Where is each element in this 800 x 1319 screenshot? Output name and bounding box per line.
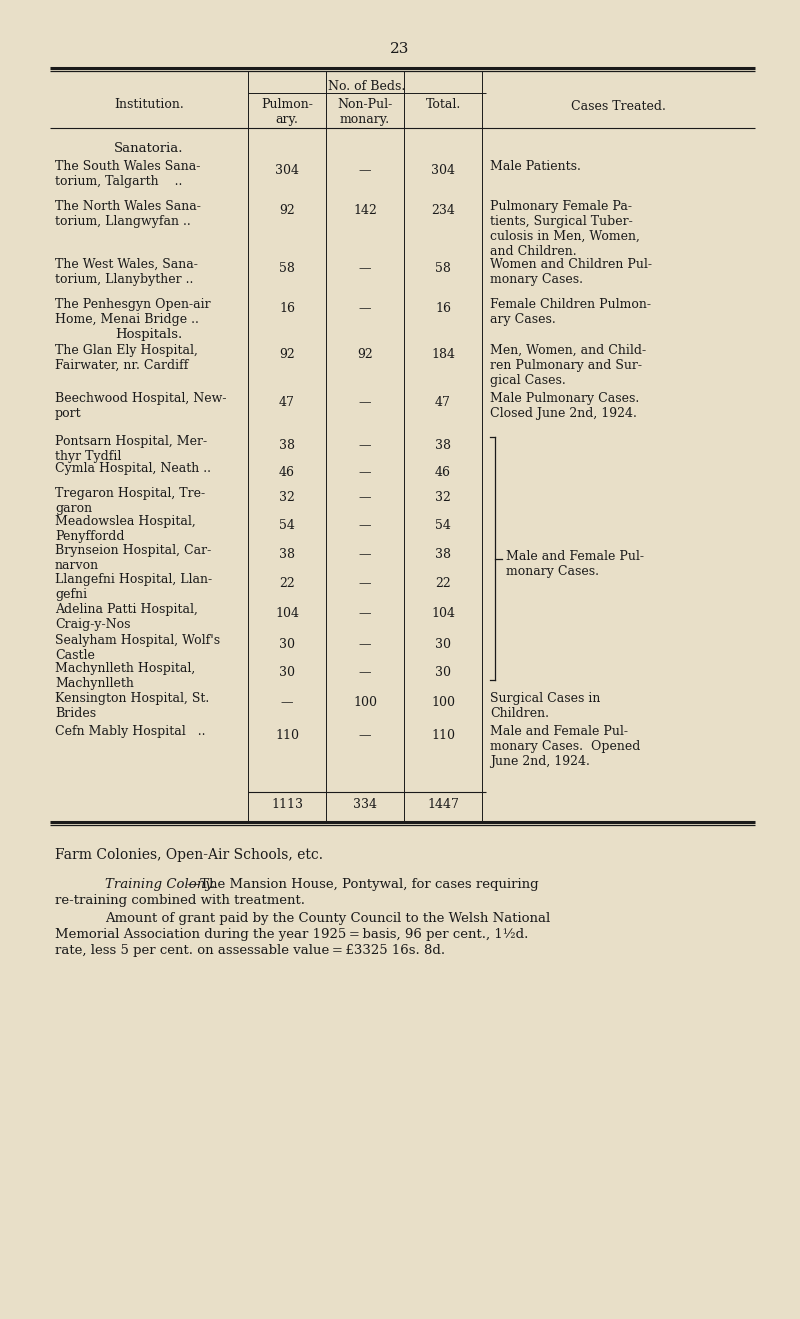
Text: 100: 100 — [431, 696, 455, 710]
Text: Female Children Pulmon-
ary Cases.: Female Children Pulmon- ary Cases. — [490, 298, 651, 326]
Text: 32: 32 — [279, 491, 295, 504]
Text: Pulmonary Female Pa-
tients, Surgical Tuber-
culosis in Men, Women,
and Children: Pulmonary Female Pa- tients, Surgical Tu… — [490, 200, 640, 259]
Text: Pulmon-
ary.: Pulmon- ary. — [261, 98, 313, 127]
Text: 22: 22 — [279, 576, 295, 590]
Text: —: — — [358, 262, 371, 274]
Text: Beechwood Hospital, New-
port: Beechwood Hospital, New- port — [55, 392, 226, 419]
Text: —: — — [358, 164, 371, 177]
Text: Meadowslea Hospital,
Penyffordd: Meadowslea Hospital, Penyffordd — [55, 514, 196, 543]
Text: 38: 38 — [435, 439, 451, 452]
Text: —: — — [358, 547, 371, 561]
Text: 23: 23 — [390, 42, 410, 55]
Text: Hospitals.: Hospitals. — [115, 328, 182, 342]
Text: 334: 334 — [353, 798, 377, 811]
Text: Total.: Total. — [426, 98, 461, 111]
Text: 46: 46 — [279, 466, 295, 479]
Text: Cymla Hospital, Neath ..: Cymla Hospital, Neath .. — [55, 462, 211, 475]
Text: rate, less 5 per cent. on assessable value = £3325 16s. 8d.: rate, less 5 per cent. on assessable val… — [55, 944, 445, 958]
Text: 92: 92 — [279, 204, 295, 218]
Text: 47: 47 — [279, 396, 295, 409]
Text: 54: 54 — [279, 518, 295, 532]
Text: Male and Female Pul-
monary Cases.: Male and Female Pul- monary Cases. — [506, 550, 644, 579]
Text: 1113: 1113 — [271, 798, 303, 811]
Text: Surgical Cases in
Children.: Surgical Cases in Children. — [490, 692, 600, 720]
Text: 184: 184 — [431, 348, 455, 361]
Text: 92: 92 — [357, 348, 373, 361]
Text: —: — — [358, 607, 371, 620]
Text: The Glan Ely Hospital,
Fairwater, nr. Cardiff: The Glan Ely Hospital, Fairwater, nr. Ca… — [55, 344, 198, 372]
Text: 32: 32 — [435, 491, 451, 504]
Text: Male Pulmonary Cases.
Closed June 2nd, 1924.: Male Pulmonary Cases. Closed June 2nd, 1… — [490, 392, 639, 419]
Text: Women and Children Pul-
monary Cases.: Women and Children Pul- monary Cases. — [490, 259, 652, 286]
Text: 110: 110 — [431, 729, 455, 743]
Text: Non-Pul-
monary.: Non-Pul- monary. — [338, 98, 393, 127]
Text: Farm Colonies, Open-Air Schools, etc.: Farm Colonies, Open-Air Schools, etc. — [55, 848, 323, 863]
Text: 38: 38 — [435, 547, 451, 561]
Text: —: — — [358, 518, 371, 532]
Text: 22: 22 — [435, 576, 451, 590]
Text: Cases Treated.: Cases Treated. — [570, 100, 666, 113]
Text: Memorial Association during the year 1925 = basis, 96 per cent., 1½d.: Memorial Association during the year 192… — [55, 929, 528, 940]
Text: —: — — [358, 302, 371, 315]
Text: 58: 58 — [279, 262, 295, 274]
Text: Llangefni Hospital, Llan-
gefni: Llangefni Hospital, Llan- gefni — [55, 572, 212, 601]
Text: 142: 142 — [353, 204, 377, 218]
Text: 38: 38 — [279, 547, 295, 561]
Text: —: — — [358, 491, 371, 504]
Text: Pontsarn Hospital, Mer-
thyr Tydfil: Pontsarn Hospital, Mer- thyr Tydfil — [55, 435, 207, 463]
Text: Sealyham Hospital, Wolf's
Castle: Sealyham Hospital, Wolf's Castle — [55, 634, 220, 662]
Text: 30: 30 — [279, 666, 295, 679]
Text: —: — — [358, 466, 371, 479]
Text: The Penhesgyn Open-air
Home, Menai Bridge ..: The Penhesgyn Open-air Home, Menai Bridg… — [55, 298, 210, 326]
Text: The South Wales Sana-
torium, Talgarth    ..: The South Wales Sana- torium, Talgarth .… — [55, 160, 200, 189]
Text: 16: 16 — [435, 302, 451, 315]
Text: Male Patients.: Male Patients. — [490, 160, 581, 173]
Text: 58: 58 — [435, 262, 451, 274]
Text: re-training combined with treatment.: re-training combined with treatment. — [55, 894, 305, 907]
Text: 234: 234 — [431, 204, 455, 218]
Text: 92: 92 — [279, 348, 295, 361]
Text: No. of Beds.: No. of Beds. — [328, 80, 406, 94]
Text: Training Colony.: Training Colony. — [105, 878, 215, 892]
Text: 1447: 1447 — [427, 798, 459, 811]
Text: 104: 104 — [275, 607, 299, 620]
Text: —: — — [358, 638, 371, 652]
Text: —The Mansion House, Pontywal, for cases requiring: —The Mansion House, Pontywal, for cases … — [187, 878, 538, 892]
Text: 54: 54 — [435, 518, 451, 532]
Text: Tregaron Hospital, Tre-
garon: Tregaron Hospital, Tre- garon — [55, 487, 205, 514]
Text: 30: 30 — [435, 638, 451, 652]
Text: 38: 38 — [279, 439, 295, 452]
Text: Adelina Patti Hospital,
Craig-y-Nos: Adelina Patti Hospital, Craig-y-Nos — [55, 603, 198, 630]
Text: —: — — [358, 576, 371, 590]
Text: Cefn Mably Hospital   ..: Cefn Mably Hospital .. — [55, 725, 206, 739]
Text: Machynlleth Hospital,
Machynlleth: Machynlleth Hospital, Machynlleth — [55, 662, 195, 690]
Text: 104: 104 — [431, 607, 455, 620]
Text: 46: 46 — [435, 466, 451, 479]
Text: 100: 100 — [353, 696, 377, 710]
Text: The West Wales, Sana-
torium, Llanybyther ..: The West Wales, Sana- torium, Llanybythe… — [55, 259, 198, 286]
Text: Sanatoria.: Sanatoria. — [114, 142, 184, 156]
Text: Male and Female Pul-
monary Cases.  Opened
June 2nd, 1924.: Male and Female Pul- monary Cases. Opene… — [490, 725, 640, 768]
Text: Brynseion Hospital, Car-
narvon: Brynseion Hospital, Car- narvon — [55, 543, 211, 572]
Text: The North Wales Sana-
torium, Llangwyfan ..: The North Wales Sana- torium, Llangwyfan… — [55, 200, 201, 228]
Text: —: — — [358, 396, 371, 409]
Text: 30: 30 — [279, 638, 295, 652]
Text: 16: 16 — [279, 302, 295, 315]
Text: Kensington Hospital, St.
Brides: Kensington Hospital, St. Brides — [55, 692, 210, 720]
Text: Men, Women, and Child-
ren Pulmonary and Sur-
gical Cases.: Men, Women, and Child- ren Pulmonary and… — [490, 344, 646, 386]
Text: Institution.: Institution. — [114, 98, 184, 111]
Text: —: — — [358, 439, 371, 452]
Text: —: — — [281, 696, 294, 710]
Text: 304: 304 — [275, 164, 299, 177]
Text: —: — — [358, 666, 371, 679]
Text: 304: 304 — [431, 164, 455, 177]
Text: 110: 110 — [275, 729, 299, 743]
Text: 47: 47 — [435, 396, 451, 409]
Text: 30: 30 — [435, 666, 451, 679]
Text: Amount of grant paid by the County Council to the Welsh National: Amount of grant paid by the County Counc… — [105, 911, 550, 925]
Text: —: — — [358, 729, 371, 743]
